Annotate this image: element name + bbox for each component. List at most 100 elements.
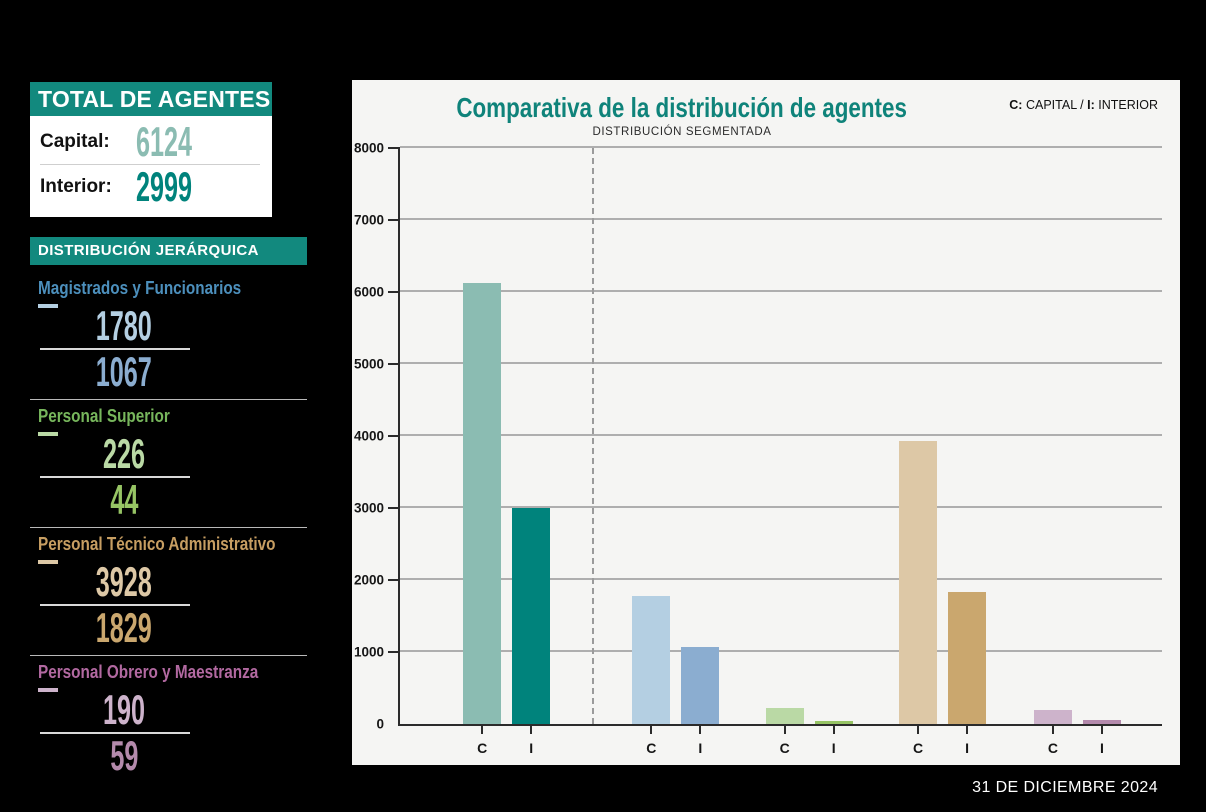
- totals-panel-header: TOTAL DE AGENTES: [30, 82, 272, 116]
- totals-divider: [40, 164, 260, 165]
- chart-titles: Comparativa de la distribución de agente…: [352, 92, 1012, 138]
- chart-title: Comparativa de la distribución de agente…: [456, 92, 908, 123]
- category-block-tecnico: Personal Técnico Administrativo 3928 182…: [30, 528, 307, 656]
- legend-capital-text: CAPITAL: [1025, 98, 1077, 112]
- category-capital-value: 1780: [44, 302, 204, 349]
- legend-separator: /: [1080, 98, 1084, 112]
- bar-interior-obrero: [1082, 719, 1121, 724]
- legend-interior-text: INTERIOR: [1098, 98, 1158, 112]
- category-title: Magistrados y Funcionarios: [38, 278, 242, 298]
- x-axis-label-interior-superior: I: [831, 740, 836, 756]
- y-axis-label-6000: 6000: [353, 284, 384, 300]
- x-axis-label-capital-obrero: C: [1047, 740, 1058, 756]
- bar-interior-superior: [814, 720, 853, 724]
- category-capital-value: 3928: [44, 561, 204, 603]
- x-axis-tick-capital-total: [481, 726, 484, 734]
- x-axis-label-interior-magistrados: I: [698, 740, 703, 756]
- category-block-magistrados: Magistrados y Funcionarios 1780 1067: [30, 272, 307, 400]
- category-title: Personal Técnico Administrativo: [38, 534, 276, 554]
- x-axis-tick-capital-obrero: [1051, 726, 1054, 734]
- hierarchy-panel-header: DISTRIBUCIÓN JERÁRQUICA: [30, 237, 307, 265]
- hierarchy-panel: Magistrados y Funcionarios 1780 1067 Per…: [30, 272, 307, 783]
- y-axis-tick-3000: [388, 507, 400, 509]
- fraction-line: [40, 476, 190, 478]
- interior-total-value: 2999: [136, 163, 193, 211]
- interior-number: 44: [109, 476, 139, 523]
- totals-panel-body: Capital: 6124 Interior: 2999: [30, 116, 272, 217]
- x-axis-tick-capital-superior: [783, 726, 786, 734]
- x-axis-label-capital-tecnico: C: [912, 740, 924, 756]
- legend-capital-key: C:: [1009, 98, 1023, 112]
- legend-interior-key: I:: [1087, 98, 1095, 112]
- capital-number: 190: [102, 686, 146, 733]
- category-dash: [38, 688, 58, 692]
- y-axis-label-4000: 4000: [353, 428, 384, 444]
- x-axis-label-interior-obrero: I: [1099, 740, 1104, 756]
- interior-label: Interior:: [40, 176, 112, 197]
- fraction-line: [40, 604, 190, 606]
- x-axis-tick-interior-total: [530, 726, 533, 734]
- capital-number: 1780: [95, 302, 153, 349]
- category-capital-value: 190: [44, 686, 204, 733]
- capital-label: Capital:: [40, 131, 110, 152]
- capital-number: 226: [102, 430, 146, 477]
- interior-total-row: Interior: 2999: [30, 165, 272, 209]
- y-axis-label-1000: 1000: [353, 644, 384, 660]
- x-axis-tick-interior-obrero: [1100, 726, 1103, 734]
- y-axis-label-2000: 2000: [353, 572, 384, 588]
- bar-interior-total: [512, 508, 551, 724]
- chart-subtitle: DISTRIBUCIÓN SEGMENTADA: [592, 126, 772, 138]
- y-axis-label-8000: 8000: [353, 140, 384, 156]
- category-title: Personal Obrero y Maestranza: [38, 662, 259, 682]
- category-interior-value: 59: [44, 735, 204, 777]
- fraction-line: [40, 732, 190, 734]
- y-axis-tick-4000: [388, 435, 400, 437]
- category-values: 3928 1829: [40, 561, 204, 651]
- chart-header: Comparativa de la distribución de agente…: [352, 80, 1180, 138]
- gridline-4000: [400, 434, 1162, 436]
- plot-area: 0 1000 2000 3000 4000 5000 6000 7000 8000 C I C I C I C…: [354, 141, 1162, 756]
- y-axis-tick-5000: [388, 363, 400, 365]
- bar-capital-magistrados: [632, 595, 671, 724]
- category-interior-value: 1067: [44, 348, 204, 395]
- category-interior-value: 44: [44, 476, 204, 523]
- y-axis-tick-7000: [388, 219, 400, 221]
- y-axis-tick-2000: [388, 579, 400, 581]
- y-axis-label-7000: 7000: [353, 212, 384, 228]
- x-axis-label-capital-superior: C: [779, 740, 790, 756]
- category-interior-value: 1829: [44, 604, 204, 651]
- y-axis-tick-8000: [388, 147, 400, 149]
- gridline-1000: [400, 650, 1162, 652]
- bar-capital-superior: [765, 707, 804, 724]
- bar-interior-magistrados: [681, 647, 720, 724]
- totals-panel: TOTAL DE AGENTES Capital: 6124 Interior:…: [30, 82, 272, 217]
- interior-number: 1829: [95, 604, 153, 651]
- gridline-2000: [400, 578, 1162, 580]
- gridline-6000: [400, 290, 1162, 292]
- bar-capital-total: [463, 283, 502, 724]
- x-axis-label-capital-total: C: [477, 740, 488, 756]
- x-axis-tick-interior-superior: [832, 726, 835, 734]
- chart-legend: C: CAPITAL / I: INTERIOR: [1009, 98, 1158, 112]
- category-values: 1780 1067: [40, 302, 204, 395]
- capital-total-row: Capital: 6124: [30, 120, 272, 164]
- x-axis-label-interior-total: I: [529, 740, 534, 756]
- bar-capital-obrero: [1033, 710, 1072, 724]
- y-axis-label-0: 0: [376, 716, 384, 732]
- date-stamp: 31 DE DICIEMBRE 2024: [972, 779, 1158, 796]
- category-values: 226 44: [40, 430, 204, 523]
- category-dash: [38, 560, 58, 564]
- fraction-line: [40, 348, 190, 350]
- x-axis-tick-interior-tecnico: [966, 726, 969, 734]
- bar-interior-tecnico: [948, 592, 987, 724]
- category-block-superior: Personal Superior 226 44: [30, 400, 307, 528]
- total-vs-segments-separator: [592, 148, 595, 724]
- x-axis-tick-capital-magistrados: [650, 726, 653, 734]
- gridline-7000: [400, 218, 1162, 220]
- bar-capital-tecnico: [899, 441, 938, 724]
- x-axis-tick-capital-tecnico: [917, 726, 920, 734]
- chart-panel: Comparativa de la distribución de agente…: [352, 80, 1180, 765]
- gridline-5000: [400, 362, 1162, 364]
- interior-number: 1067: [95, 348, 153, 395]
